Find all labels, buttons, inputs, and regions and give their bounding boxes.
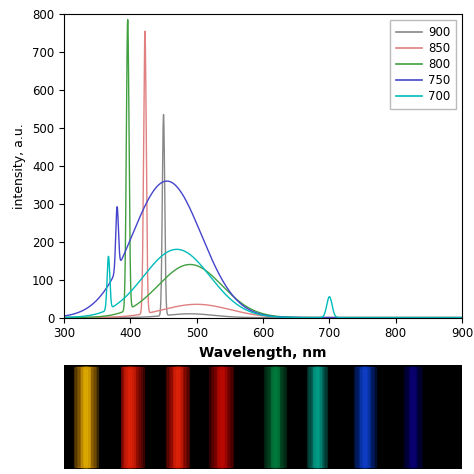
Bar (211, 367, 232, 467)
Bar (313, 367, 320, 467)
Bar (310, 367, 323, 467)
Bar (406, 367, 419, 467)
Bar (173, 367, 182, 467)
Bar (125, 367, 135, 467)
Bar (407, 367, 417, 467)
Bar (167, 367, 188, 467)
Bar (75, 367, 96, 467)
Bar (77, 367, 95, 467)
Bar (112, 365, 120, 469)
Bar (405, 367, 420, 467)
Bar (409, 367, 416, 467)
Bar (355, 367, 374, 467)
Bar (210, 367, 233, 467)
Bar (361, 367, 369, 467)
Y-axis label: intensity, a.u.: intensity, a.u. (13, 123, 27, 209)
Bar (170, 367, 185, 467)
Bar (165, 367, 190, 467)
Bar (270, 367, 281, 467)
Bar (74, 367, 98, 467)
Bar (314, 367, 319, 467)
Bar (404, 367, 421, 467)
Bar (176, 367, 179, 467)
Bar (174, 367, 181, 467)
Bar (118, 367, 142, 467)
Bar (307, 367, 327, 467)
Bar (312, 367, 322, 467)
Bar (220, 367, 223, 467)
Bar (359, 367, 370, 467)
Bar (268, 367, 282, 467)
Bar (123, 367, 137, 467)
Bar (121, 367, 138, 467)
Text: Wavelength, nm: Wavelength, nm (200, 346, 327, 360)
Bar (363, 367, 366, 467)
Bar (214, 367, 229, 467)
Bar (116, 367, 144, 467)
Bar (126, 367, 133, 467)
Bar (308, 367, 326, 467)
Bar (410, 367, 415, 467)
Bar (265, 367, 284, 467)
Bar (247, 365, 255, 469)
Bar (354, 367, 375, 467)
Bar (394, 365, 402, 469)
Bar (78, 367, 93, 467)
Bar (119, 367, 140, 467)
Bar (271, 367, 279, 467)
Bar (310, 367, 324, 467)
Bar (218, 367, 224, 467)
Bar (84, 367, 87, 467)
Bar (172, 367, 183, 467)
Bar (215, 367, 227, 467)
Bar (212, 367, 230, 467)
Bar (128, 367, 131, 467)
Bar (358, 367, 372, 467)
Bar (339, 365, 346, 469)
Bar (356, 367, 373, 467)
Bar (267, 367, 283, 467)
Bar (80, 367, 92, 467)
Bar (316, 367, 318, 467)
Bar (362, 367, 367, 467)
Bar (168, 367, 186, 467)
Legend: 900, 850, 800, 750, 700: 900, 850, 800, 750, 700 (390, 20, 456, 109)
Bar (272, 367, 278, 467)
Bar (82, 367, 91, 467)
Bar (273, 367, 276, 467)
Bar (217, 367, 226, 467)
Bar (411, 367, 414, 467)
Bar (264, 367, 286, 467)
Bar (402, 367, 422, 467)
Bar (83, 367, 89, 467)
